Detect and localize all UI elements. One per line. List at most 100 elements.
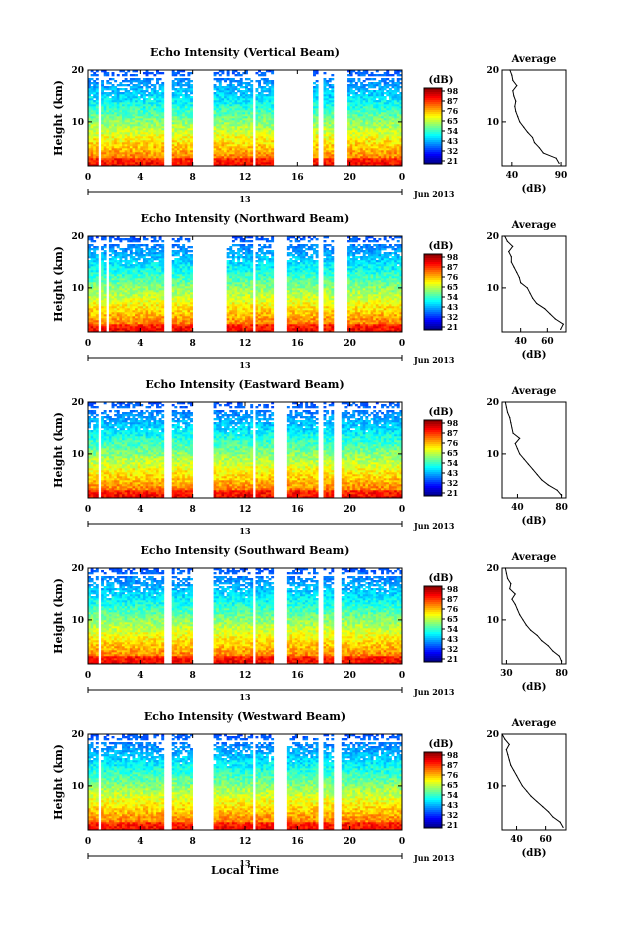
heatmap-cell [373, 158, 377, 161]
heatmap-cell [171, 314, 175, 317]
heatmap-cell [190, 86, 193, 89]
heatmap-cell [135, 110, 139, 113]
heatmap-cell [357, 128, 361, 131]
heatmap-cell [103, 262, 107, 265]
heatmap-cell [129, 116, 133, 119]
heatmap-cell [95, 292, 99, 295]
heatmap-cell [106, 140, 110, 143]
heatmap-cell [106, 100, 110, 103]
heatmap-cell [349, 136, 353, 139]
heatmap-cell [108, 246, 112, 249]
heatmap-cell [108, 148, 112, 151]
heatmap-cell [153, 144, 157, 147]
heatmap-cell [271, 116, 275, 119]
heatmap-cell [347, 136, 350, 139]
heatmap-cell [349, 78, 353, 81]
heatmap-cell [101, 262, 104, 265]
heatmap-cell [245, 108, 248, 111]
heatmap-cell [161, 160, 165, 163]
heatmap-cell [156, 106, 159, 109]
heatmap-cell [326, 160, 330, 163]
heatmap-cell [156, 148, 159, 151]
heatmap-cell [127, 106, 131, 109]
heatmap-cell [383, 128, 387, 131]
heatmap-cell [145, 138, 149, 141]
heatmap-cell [129, 326, 133, 329]
heatmap-cell [323, 160, 327, 163]
heatmap-cell [362, 84, 366, 87]
heatmap-cell [216, 134, 220, 137]
heatmap-cell [265, 114, 269, 117]
heatmap-cell [271, 134, 275, 137]
heatmap-cell [216, 80, 220, 83]
heatmap-cell [396, 134, 400, 137]
heatmap-cell [119, 116, 123, 119]
heatmap-cell [122, 270, 125, 273]
heatmap-cell [357, 142, 361, 145]
heatmap-cell [258, 138, 261, 141]
colorbar-tick-label: 98 [447, 86, 459, 96]
heatmap-cell [271, 160, 275, 163]
heatmap-cell [362, 126, 366, 129]
heatmap-cell [122, 104, 125, 107]
heatmap-cell [237, 114, 241, 117]
heatmap-cell [156, 300, 159, 303]
heatmap-cell [119, 268, 123, 271]
x-tick-label: 8 [190, 173, 196, 183]
heatmap-cell [140, 104, 144, 107]
heatmap-cell [362, 80, 366, 83]
heatmap-cell [153, 102, 157, 105]
heatmap-cell [124, 148, 128, 151]
heatmap-cell [145, 132, 149, 135]
heatmap-cell [381, 138, 384, 141]
heatmap-cell [323, 110, 327, 113]
heatmap-cell [326, 146, 330, 149]
heatmap-cell [373, 142, 377, 145]
heatmap-cell [101, 70, 104, 73]
heatmap-cell [260, 138, 264, 141]
heatmap-cell [250, 160, 254, 163]
heatmap-cell [161, 300, 165, 303]
heatmap-cell [158, 308, 162, 311]
heatmap-cell [239, 90, 243, 93]
heatmap-cell [142, 164, 146, 167]
heatmap-cell [101, 158, 104, 161]
heatmap-cell [174, 126, 178, 129]
heatmap-cell [375, 140, 379, 143]
heatmap-cell [108, 280, 112, 283]
heatmap-cell [111, 256, 115, 259]
heatmap-cell [103, 164, 107, 167]
heatmap-cell [367, 128, 371, 131]
heatmap-cell [142, 100, 146, 103]
heatmap-cell [326, 92, 330, 95]
heatmap-cell [326, 152, 330, 155]
heatmap-cell [158, 78, 162, 81]
heatmap-cell [93, 134, 97, 137]
heatmap-cell [145, 70, 149, 73]
heatmap-cell [95, 248, 99, 251]
heatmap-cell [375, 142, 379, 145]
heatmap-cell [171, 316, 175, 319]
heatmap-cell [124, 318, 128, 321]
heatmap-cell [135, 330, 139, 333]
heatmap-cell [250, 104, 254, 107]
heatmap-cell [179, 78, 183, 81]
heatmap-cell [156, 240, 159, 243]
heatmap-cell [90, 262, 94, 265]
heatmap-cell [360, 126, 364, 129]
heatmap-cell [119, 154, 123, 157]
heatmap-cell [145, 288, 149, 291]
heatmap-cell [247, 88, 251, 91]
heatmap-cell [93, 322, 97, 325]
heatmap-cell [184, 102, 188, 105]
heatmap-cell [383, 110, 387, 113]
heatmap-cell [148, 282, 152, 285]
heatmap-cell [88, 284, 91, 287]
heatmap-cell [184, 134, 188, 137]
heatmap-cell [88, 300, 91, 303]
heatmap-cell [116, 102, 120, 105]
heatmap-cell [161, 102, 165, 105]
heatmap-cell [323, 162, 327, 165]
heatmap-cell [250, 80, 254, 83]
heatmap-cell [268, 154, 272, 157]
